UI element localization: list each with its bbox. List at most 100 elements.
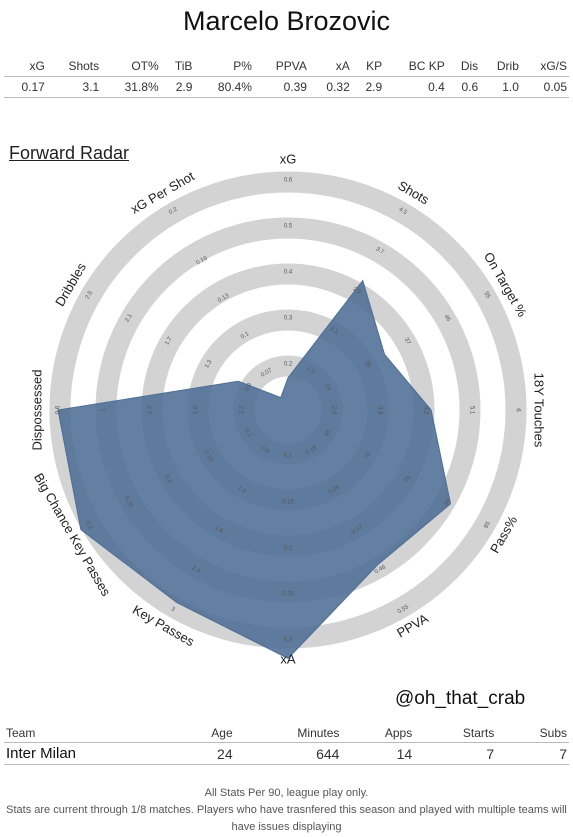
radial-tick-label: 4.5: [398, 207, 409, 217]
stat-value: 31.8%: [101, 76, 161, 98]
stat-value: 3.1: [46, 76, 102, 98]
radial-tick-label: 1: [102, 408, 108, 412]
radial-tick-label: 0.1: [243, 428, 253, 439]
team-header: Starts: [414, 724, 497, 743]
radial-tick-label: 0.2: [163, 474, 173, 485]
radial-tick-label: 6: [514, 408, 520, 412]
radial-tick-label: 1.2: [237, 485, 248, 495]
radial-tick-label: 80: [444, 497, 453, 506]
radial-tick-label: 65: [324, 428, 333, 437]
radial-tick-label: 0.07: [260, 367, 274, 378]
radial-tick-label: 4.2: [422, 406, 428, 415]
team-header: Team: [4, 724, 176, 743]
radial-tick-label: 0.5: [284, 224, 293, 230]
radial-tick-label: 37: [403, 337, 412, 346]
radial-tick-label: 0.6: [260, 446, 271, 456]
radial-tick-label: 1.3: [306, 366, 317, 376]
radial-tick-label: 2.5: [85, 290, 95, 301]
radial-tick-label: 0.2: [168, 206, 179, 216]
stat-header: OT%: [101, 56, 161, 77]
radial-tick-label: 0.2: [284, 546, 293, 552]
radial-tick-label: 0.13: [217, 293, 231, 304]
axis-label: xG: [280, 151, 297, 166]
stat-header: P%: [194, 56, 254, 77]
player-name: Marcelo Brozovic: [182, 6, 391, 36]
team-header: Age: [175, 724, 235, 743]
radar-chart: 0.2 0.3 0.4 0.5 0.6 1.3 2.1 2.9 3.7 4.5 19 28 37 46 55…: [29, 151, 546, 666]
team-value: 7: [414, 742, 497, 765]
radial-tick-label: 0.16: [195, 255, 209, 266]
stat-header: PPVA: [253, 56, 309, 77]
stat-value: 2.9: [160, 76, 195, 98]
footer: All Stats Per 90, league play only. Stats…: [6, 785, 567, 836]
radial-tick-label: 0.28: [328, 484, 342, 495]
radial-tick-label: 0.6: [284, 178, 293, 184]
radial-tick-label: 28: [363, 360, 372, 369]
radial-tick-label: 0.1: [240, 331, 251, 341]
footer-line: Stats are current through 1/8 matches. P…: [6, 804, 567, 833]
stat-value: 80.4%: [194, 76, 254, 98]
stat-header: TiB: [160, 56, 195, 77]
radial-tick-label: 1.4: [148, 405, 154, 414]
stat-value: 1.0: [480, 76, 521, 98]
radar-title: Forward Radar: [9, 143, 130, 163]
stat-value: 0.39: [253, 76, 309, 98]
radial-tick-label: 55: [482, 291, 491, 300]
radar-area: [57, 279, 452, 660]
team-header: Minutes: [234, 724, 342, 743]
radial-tick-label: 0.25: [282, 592, 294, 598]
stats-table: xG Shots OT% TiB P% PPVA xA KP BC KP Dis Drib xG/S 0…: [4, 56, 569, 98]
radial-tick-label: 0.2: [284, 362, 293, 368]
stat-value: 0.32: [308, 76, 352, 98]
team-value: 7: [496, 742, 569, 765]
stat-value: 0.05: [520, 76, 569, 98]
stat-value: 0.4: [384, 76, 447, 98]
radial-tick-label: 2.4: [191, 565, 202, 575]
radial-tick-label: 2.1: [124, 313, 134, 324]
team-value: 24: [175, 742, 235, 765]
team-header: Subs: [496, 724, 569, 743]
radial-tick-label: 0.25: [123, 496, 134, 510]
radial-tick-label: 19: [323, 383, 332, 392]
radial-tick-label: 0.19: [305, 444, 319, 455]
radial-tick-label: 0.3: [284, 316, 293, 322]
radial-tick-label: 1.3: [204, 359, 214, 370]
team-value: 644: [234, 742, 342, 765]
radial-tick-label: 0.3: [284, 638, 293, 644]
team-header: Apps: [341, 724, 415, 743]
radial-tick-label: 3.3: [376, 406, 382, 415]
radial-tick-label: 2.9: [352, 286, 363, 296]
radial-tick-label: 0.46: [374, 564, 388, 575]
radial-tick-label: 85: [483, 520, 492, 529]
radial-tick-label: 0.9: [244, 382, 254, 393]
team-table: Team Age Minutes Apps Starts Subs Inter Milan 2…: [4, 724, 569, 765]
radial-tick-label: 1.8: [194, 405, 200, 414]
radial-tick-label: 3.7: [375, 246, 386, 256]
stat-header: Dis: [446, 56, 481, 77]
radial-tick-label: 0.3: [84, 520, 94, 531]
radial-tick-label: 1.7: [164, 336, 174, 347]
radial-tick-label: 0.37: [351, 524, 365, 535]
stat-header: Shots: [46, 56, 102, 77]
stat-header: BC KP: [384, 56, 447, 77]
stat-value: 2.9: [351, 76, 385, 98]
radial-tick-label: 70: [364, 451, 373, 460]
stat-header: Drib: [480, 56, 521, 77]
radial-tick-label: 5.1: [468, 406, 474, 415]
radial-tick-label: 3: [170, 606, 176, 613]
radial-tick-label: 0.55: [397, 604, 411, 615]
radial-tick-label: 0.6: [56, 405, 62, 414]
stat-value: 0.6: [446, 76, 481, 98]
handle: @oh_that_crab: [395, 688, 526, 709]
stat-header: xG/S: [520, 56, 569, 77]
radial-tick-label: 2.2: [240, 405, 246, 414]
radial-tick-label: 2.1: [329, 326, 340, 336]
radial-tick-label: 0.1: [284, 454, 293, 460]
radial-tick-label: 1.8: [214, 525, 225, 535]
radial-tick-label: 0.15: [202, 450, 213, 464]
stat-header: KP: [351, 56, 385, 77]
axis-label: Dispossessed: [29, 370, 44, 451]
stat-header: xG: [4, 56, 47, 77]
radial-tick-label: 75: [404, 474, 413, 483]
